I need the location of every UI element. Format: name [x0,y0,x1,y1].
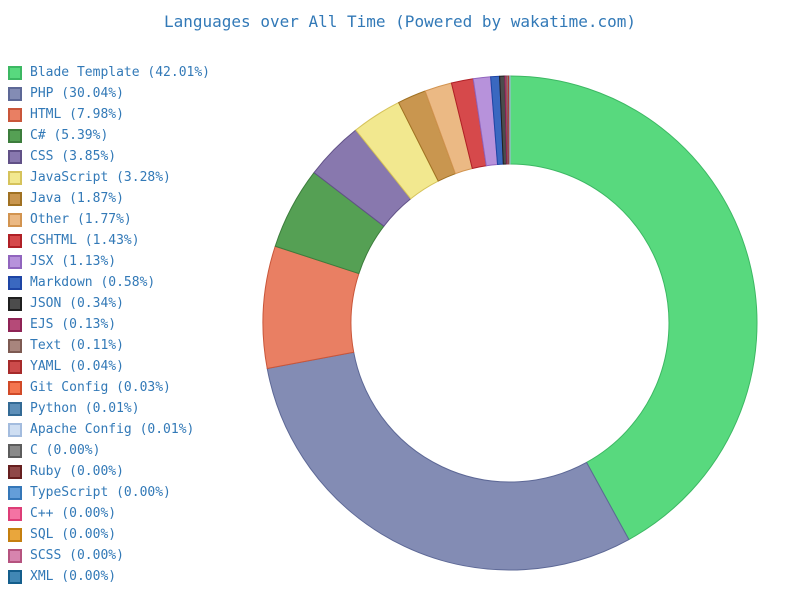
legend-item-yaml: YAML (0.04%) [8,356,210,377]
legend-label-other: Other (1.77%) [30,212,132,227]
legend-swatch-markdown [8,275,22,290]
legend-swatch-css [8,149,22,164]
legend-swatch-apache-config [8,422,22,437]
legend-item-ejs: EJS (0.13%) [8,314,210,335]
legend-item-git-config: Git Config (0.03%) [8,377,210,398]
legend-label-markdown: Markdown (0.58%) [30,275,156,290]
legend-item-apache-config: Apache Config (0.01%) [8,419,210,440]
legend-item-ruby: Ruby (0.00%) [8,461,210,482]
legend-item-c: C++ (0.00%) [8,503,210,524]
legend-item-html: HTML (7.98%) [8,104,210,125]
legend-label-php: PHP (30.04%) [30,86,124,101]
legend-label-text: Text (0.11%) [30,338,124,353]
legend-swatch-scss [8,548,22,563]
legend-label-scss: SCSS (0.00%) [30,548,124,563]
legend-label-cshtml: CSHTML (1.43%) [30,233,140,248]
legend-label-java: Java (1.87%) [30,191,124,206]
legend-item-c: C# (5.39%) [8,125,210,146]
legend-label-c: C (0.00%) [30,443,101,458]
chart-legend: Blade Template (42.01%) PHP (30.04%) HTML … [8,62,210,587]
legend-label-json: JSON (0.34%) [30,296,124,311]
donut-slice-php [266,351,630,571]
legend-label-c: C++ (0.00%) [30,506,117,521]
legend-label-apache-config: Apache Config (0.01%) [30,422,195,437]
legend-label-yaml: YAML (0.04%) [30,359,124,374]
legend-item-c: C (0.00%) [8,440,210,461]
legend-label-git-config: Git Config (0.03%) [30,380,171,395]
legend-swatch-other [8,212,22,227]
legend-swatch-text [8,338,22,353]
legend-item-sql: SQL (0.00%) [8,524,210,545]
legend-item-other: Other (1.77%) [8,209,210,230]
legend-swatch-javascript [8,170,22,185]
legend-label-blade-template: Blade Template (42.01%) [30,65,211,80]
legend-item-typescript: TypeScript (0.00%) [8,482,210,503]
legend-swatch-jsx [8,254,22,269]
legend-item-php: PHP (30.04%) [8,83,210,104]
legend-swatch-git-config [8,380,22,395]
legend-item-text: Text (0.11%) [8,335,210,356]
legend-item-scss: SCSS (0.00%) [8,545,210,566]
legend-item-xml: XML (0.00%) [8,566,210,587]
donut-slice-blade-template [509,75,758,541]
legend-item-markdown: Markdown (0.58%) [8,272,210,293]
legend-swatch-c [8,443,22,458]
legend-swatch-sql [8,527,22,542]
legend-swatch-cshtml [8,233,22,248]
legend-label-jsx: JSX (1.13%) [30,254,117,269]
legend-swatch-typescript [8,485,22,500]
legend-label-typescript: TypeScript (0.00%) [30,485,171,500]
legend-label-ruby: Ruby (0.00%) [30,464,124,479]
legend-swatch-java [8,191,22,206]
legend-item-json: JSON (0.34%) [8,293,210,314]
legend-swatch-blade-template [8,65,22,80]
legend-swatch-ejs [8,317,22,332]
legend-swatch-xml [8,569,22,584]
legend-label-css: CSS (3.85%) [30,149,117,164]
legend-swatch-c [8,506,22,521]
legend-item-python: Python (0.01%) [8,398,210,419]
legend-swatch-python [8,401,22,416]
legend-item-jsx: JSX (1.13%) [8,251,210,272]
legend-label-ejs: EJS (0.13%) [30,317,117,332]
legend-label-c: C# (5.39%) [30,128,109,143]
legend-swatch-php [8,86,22,101]
chart-title: Languages over All Time (Powered by waka… [163,12,636,31]
legend-swatch-ruby [8,464,22,479]
legend-item-javascript: JavaScript (3.28%) [8,167,210,188]
legend-swatch-html [8,107,22,122]
legend-label-javascript: JavaScript (3.28%) [30,170,171,185]
legend-item-blade-template: Blade Template (42.01%) [8,62,210,83]
legend-item-java: Java (1.87%) [8,188,210,209]
legend-label-xml: XML (0.00%) [30,569,117,584]
legend-swatch-yaml [8,359,22,374]
legend-swatch-c [8,128,22,143]
legend-label-html: HTML (7.98%) [30,107,124,122]
legend-item-css: CSS (3.85%) [8,146,210,167]
legend-label-python: Python (0.01%) [30,401,140,416]
legend-label-sql: SQL (0.00%) [30,527,117,542]
legend-swatch-json [8,296,22,311]
legend-item-cshtml: CSHTML (1.43%) [8,230,210,251]
